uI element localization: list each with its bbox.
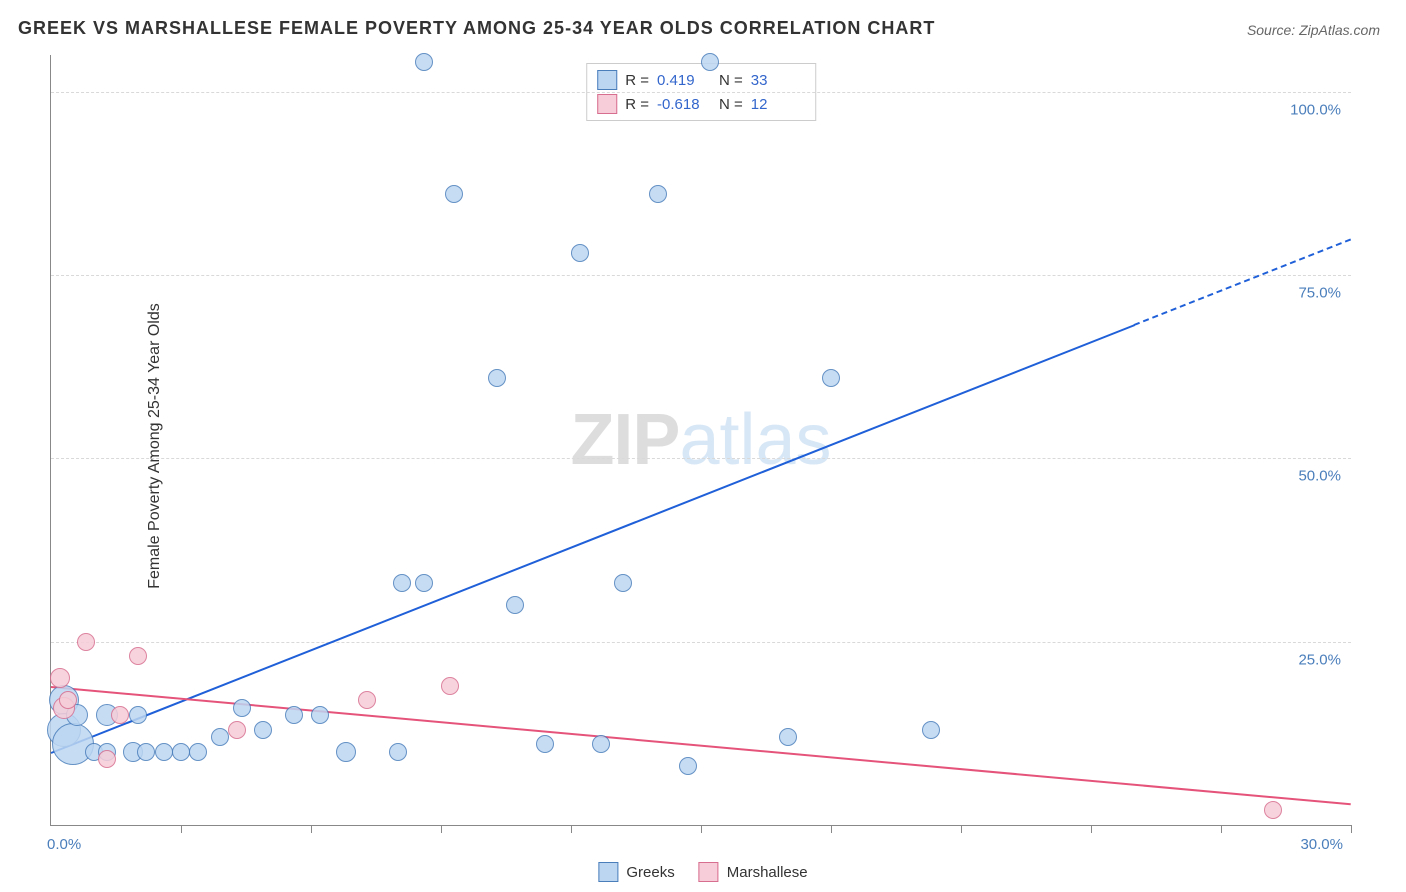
trend-line — [51, 324, 1135, 754]
swatch-marshallese — [597, 94, 617, 114]
x-tick — [311, 825, 312, 833]
scatter-point — [172, 743, 190, 761]
scatter-point — [393, 574, 411, 592]
scatter-point — [649, 185, 667, 203]
x-tick — [1091, 825, 1092, 833]
x-tick — [571, 825, 572, 833]
scatter-point — [822, 369, 840, 387]
x-axis-max-label: 30.0% — [1300, 836, 1343, 853]
legend-swatch-greeks — [598, 862, 618, 882]
gridline — [51, 92, 1351, 93]
source-attribution: Source: ZipAtlas.com — [1247, 22, 1380, 38]
scatter-point — [211, 728, 229, 746]
watermark: ZIPatlas — [570, 399, 831, 481]
series-legend: Greeks Marshallese — [598, 862, 807, 882]
scatter-point — [129, 647, 147, 665]
scatter-point — [701, 53, 719, 71]
legend-item-greeks: Greeks — [598, 862, 674, 882]
scatter-point — [228, 721, 246, 739]
x-tick — [701, 825, 702, 833]
scatter-point — [389, 743, 407, 761]
y-tick-label: 100.0% — [1290, 101, 1341, 118]
x-tick — [1351, 825, 1352, 833]
x-tick — [961, 825, 962, 833]
scatter-point — [571, 244, 589, 262]
stats-r-label: R = — [625, 72, 649, 89]
stats-r-value-marshallese: -0.618 — [657, 96, 711, 113]
stats-n-value-greeks: 33 — [751, 72, 805, 89]
legend-item-marshallese: Marshallese — [699, 862, 808, 882]
scatter-point — [336, 742, 356, 762]
x-tick — [831, 825, 832, 833]
stats-n-value-marshallese: 12 — [751, 96, 805, 113]
stats-r-label: R = — [625, 96, 649, 113]
gridline — [51, 275, 1351, 276]
scatter-point — [189, 743, 207, 761]
swatch-greeks — [597, 70, 617, 90]
scatter-point — [77, 633, 95, 651]
scatter-point — [779, 728, 797, 746]
x-tick — [441, 825, 442, 833]
scatter-point — [614, 574, 632, 592]
scatter-point — [254, 721, 272, 739]
scatter-point — [592, 735, 610, 753]
scatter-point — [311, 706, 329, 724]
gridline — [51, 458, 1351, 459]
legend-label-greeks: Greeks — [626, 864, 674, 881]
x-tick — [1221, 825, 1222, 833]
x-axis-min-label: 0.0% — [47, 836, 81, 853]
watermark-atlas: atlas — [679, 400, 831, 480]
scatter-point — [679, 757, 697, 775]
scatter-point — [50, 668, 70, 688]
scatter-point — [415, 574, 433, 592]
trend-line — [1134, 238, 1351, 325]
scatter-point — [285, 706, 303, 724]
scatter-point — [98, 750, 116, 768]
y-tick-label: 50.0% — [1298, 468, 1341, 485]
chart-title: GREEK VS MARSHALLESE FEMALE POVERTY AMON… — [18, 18, 935, 39]
scatter-point — [441, 677, 459, 695]
stats-n-label: N = — [719, 72, 743, 89]
scatter-point — [155, 743, 173, 761]
scatter-point — [233, 699, 251, 717]
x-tick — [181, 825, 182, 833]
stats-r-value-greeks: 0.419 — [657, 72, 711, 89]
y-tick-label: 75.0% — [1298, 285, 1341, 302]
scatter-point — [358, 691, 376, 709]
scatter-point — [506, 596, 524, 614]
scatter-point — [59, 691, 77, 709]
stats-row-marshallese: R = -0.618 N = 12 — [597, 92, 805, 116]
scatter-point — [536, 735, 554, 753]
scatter-point — [1264, 801, 1282, 819]
scatter-point — [922, 721, 940, 739]
scatter-point — [129, 706, 147, 724]
scatter-point — [415, 53, 433, 71]
watermark-zip: ZIP — [570, 400, 679, 480]
scatter-plot-area: ZIPatlas R = 0.419 N = 33 R = -0.618 N =… — [50, 55, 1351, 826]
scatter-point — [445, 185, 463, 203]
scatter-point — [111, 706, 129, 724]
stats-row-greeks: R = 0.419 N = 33 — [597, 68, 805, 92]
gridline — [51, 642, 1351, 643]
scatter-point — [137, 743, 155, 761]
scatter-point — [488, 369, 506, 387]
stats-n-label: N = — [719, 96, 743, 113]
y-tick-label: 25.0% — [1298, 651, 1341, 668]
legend-label-marshallese: Marshallese — [727, 864, 808, 881]
legend-swatch-marshallese — [699, 862, 719, 882]
